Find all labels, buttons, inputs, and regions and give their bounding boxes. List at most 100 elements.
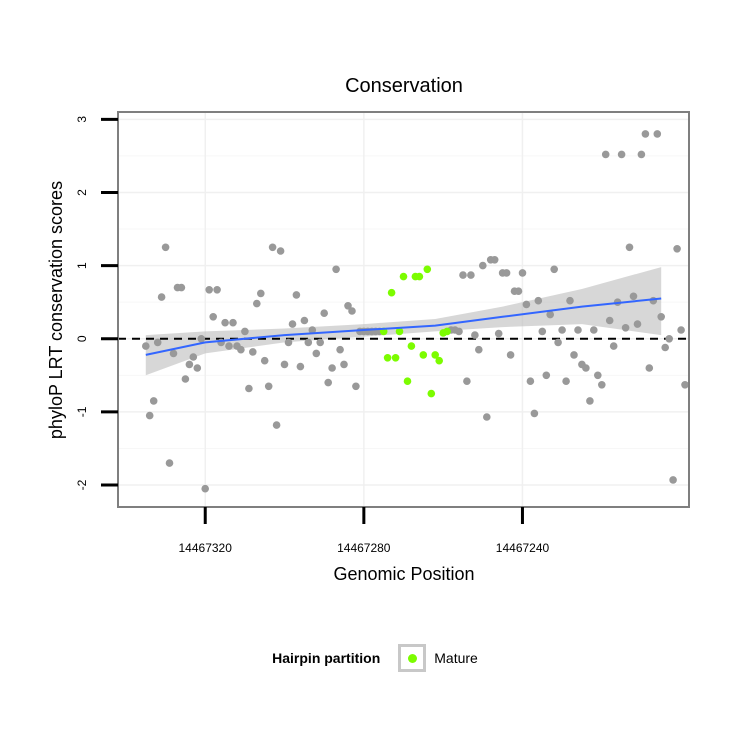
x-tick-label-2: 14467240 (496, 541, 550, 555)
point-other-33 (272, 421, 281, 429)
point-other-18 (213, 286, 221, 294)
grid-lines (118, 112, 689, 507)
x-axis-label: Genomic Position (333, 564, 474, 584)
point-other-113 (657, 313, 665, 321)
point-other-0 (142, 342, 150, 350)
y-axis: -2 -1 0 1 2 3 (75, 116, 118, 490)
point-other-20 (221, 318, 229, 327)
point-other-78 (518, 269, 527, 277)
point-other-103 (617, 150, 626, 159)
chart-title: Conservation (345, 75, 463, 97)
point-mature-12 (427, 389, 436, 398)
point-other-28 (252, 299, 261, 308)
point-other-5 (161, 243, 170, 252)
point-other-47 (328, 364, 336, 372)
smooth-trend-line (145, 297, 662, 356)
point-other-119 (681, 381, 689, 389)
point-other-74 (502, 269, 511, 277)
point-other-72 (494, 329, 503, 338)
point-other-67 (475, 345, 483, 354)
point-other-46 (324, 378, 333, 387)
point-other-11 (185, 360, 194, 369)
point-mature-11 (423, 265, 432, 274)
point-other-85 (546, 310, 554, 319)
x-tick-label-1: 14467280 (337, 541, 391, 555)
point-mature-4 (395, 327, 404, 336)
point-other-48 (332, 265, 340, 274)
point-other-69 (483, 413, 491, 421)
point-other-62 (455, 327, 463, 336)
point-other-81 (530, 409, 539, 418)
point-other-75 (506, 351, 515, 359)
confidence-band (145, 267, 662, 376)
point-mature-3 (391, 354, 400, 362)
point-other-105 (625, 243, 634, 252)
point-other-32 (268, 243, 277, 252)
point-other-66 (471, 331, 479, 339)
point-other-49 (336, 345, 344, 354)
point-mature-10 (419, 351, 428, 359)
point-other-112 (653, 130, 662, 138)
point-other-12 (189, 353, 198, 361)
point-other-14 (197, 335, 206, 343)
legend-entry-mature: Mature (434, 650, 478, 666)
point-mature-9 (415, 272, 424, 281)
point-other-27 (249, 348, 257, 356)
point-other-45 (320, 309, 329, 318)
point-other-52 (348, 307, 356, 315)
point-other-4 (157, 293, 166, 301)
data-points (142, 130, 689, 493)
point-mature-1 (383, 354, 392, 362)
smooth-line (145, 297, 662, 356)
point-other-68 (479, 261, 487, 270)
point-other-91 (570, 351, 578, 359)
point-other-30 (260, 356, 269, 365)
point-other-13 (193, 364, 202, 372)
point-other-6 (165, 459, 174, 467)
point-mature-14 (435, 356, 444, 365)
point-other-16 (205, 286, 213, 294)
point-other-44 (316, 338, 325, 347)
point-other-84 (542, 371, 551, 380)
point-other-1 (145, 411, 154, 420)
plot-border (117, 111, 690, 508)
point-other-104 (621, 324, 630, 332)
point-other-53 (352, 382, 360, 391)
point-other-37 (288, 320, 297, 328)
point-other-98 (598, 381, 606, 389)
point-other-96 (590, 326, 598, 334)
point-other-83 (538, 327, 547, 336)
legend-marker (407, 653, 417, 663)
point-other-109 (641, 130, 650, 138)
y-tick-label-0: -2 (75, 479, 89, 490)
point-other-115 (665, 335, 673, 343)
legend-key (398, 644, 427, 672)
point-other-89 (562, 377, 570, 386)
point-other-108 (637, 150, 646, 159)
point-other-99 (601, 150, 610, 159)
point-other-88 (558, 326, 566, 334)
point-other-95 (586, 397, 594, 405)
point-other-39 (296, 362, 305, 371)
point-other-26 (245, 384, 253, 393)
point-other-15 (201, 484, 209, 493)
point-other-101 (609, 342, 618, 350)
point-other-3 (153, 338, 162, 347)
y-tick-label-3: 1 (75, 262, 89, 269)
y-axis-label: phyloP LRT conservation scores (46, 181, 66, 439)
point-other-71 (490, 255, 499, 264)
point-other-117 (673, 245, 681, 253)
point-other-29 (257, 289, 265, 298)
point-other-97 (594, 371, 602, 380)
point-other-31 (264, 382, 273, 391)
confidence-band-area (145, 267, 662, 376)
point-other-35 (280, 360, 289, 369)
point-other-77 (514, 287, 523, 296)
y-tick-label-1: -1 (75, 406, 89, 417)
point-other-106 (629, 292, 638, 301)
point-other-9 (177, 283, 186, 292)
point-other-100 (605, 316, 614, 325)
point-other-92 (574, 326, 582, 334)
point-other-118 (677, 326, 685, 334)
